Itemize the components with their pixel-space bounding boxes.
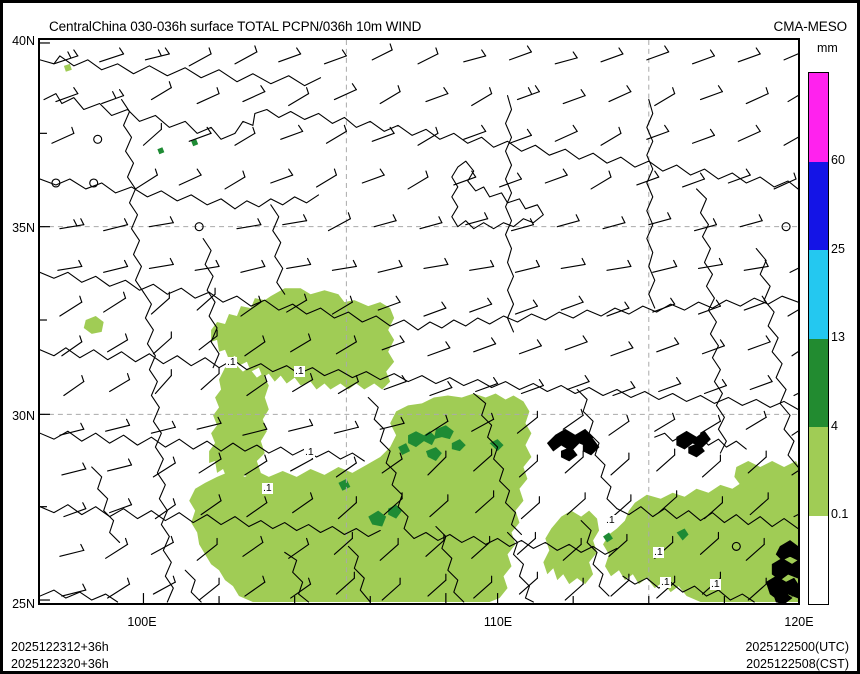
colorbar-band-lightgreen[interactable] [809,427,828,516]
map-canvas [40,40,798,603]
y-axis-label-40n: 40N [12,34,35,48]
colorbar-tick-13: 13 [831,330,845,344]
dense-city-marks [546,428,798,603]
colorbar-tick-0.1: 0.1 [831,507,849,521]
contour-label: .1 [605,514,616,526]
colorbar-unit-label: mm [817,41,838,55]
contour-label: .1 [226,356,237,368]
contour-label: .1 [660,576,671,588]
footer-valid-time-utc: 2025122500(UTC) [745,640,849,654]
x-axis-label-110e: 110E [483,615,513,629]
x-axis-label-100e: 100E [127,615,157,629]
chart-inner: CentralChina 030-036h surface TOTAL PCPN… [3,3,857,671]
contour-label: .1 [304,446,315,458]
x-axis-label-120e: 120E [784,615,814,629]
y-axis-label-35n: 35N [12,221,35,235]
map-plot-area[interactable]: .1 .1 .1 .1 .1 .1 .1 .1 [38,38,800,605]
model-label: CMA-MESO [773,19,848,34]
precip-fill-dark [157,139,689,543]
contour-label: .1 [653,546,664,558]
contour-label: .1 [710,578,721,590]
colorbar-tick-60: 60 [831,153,845,167]
axis-ticks [40,42,725,603]
grid-lines [40,40,798,603]
contour-label: .1 [262,482,273,494]
colorbar-band-darkgreen[interactable] [809,338,828,427]
footer-valid-time-cst: 2025122508(CST) [746,657,849,671]
colorbar[interactable] [808,72,829,605]
colorbar-tick-25: 25 [831,242,845,256]
y-axis-label-25n: 25N [12,597,35,611]
colorbar-band-white[interactable] [809,515,828,604]
colorbar-band-blue[interactable] [809,161,828,250]
contour-label: .1 [294,365,305,377]
footer-init-time-utc: 2025122312+36h [11,640,109,654]
precip-fill-light [63,63,798,603]
colorbar-band-magenta[interactable] [809,73,828,162]
colorbar-tick-4: 4 [831,419,838,433]
y-axis-label-30n: 30N [12,409,35,423]
wind-barbs [51,43,798,601]
page-title: CentralChina 030-036h surface TOTAL PCPN… [49,19,422,34]
footer-init-time-cst: 2025122320+36h [11,657,109,671]
colorbar-band-cyan[interactable] [809,250,828,339]
map-boundaries [40,55,798,603]
